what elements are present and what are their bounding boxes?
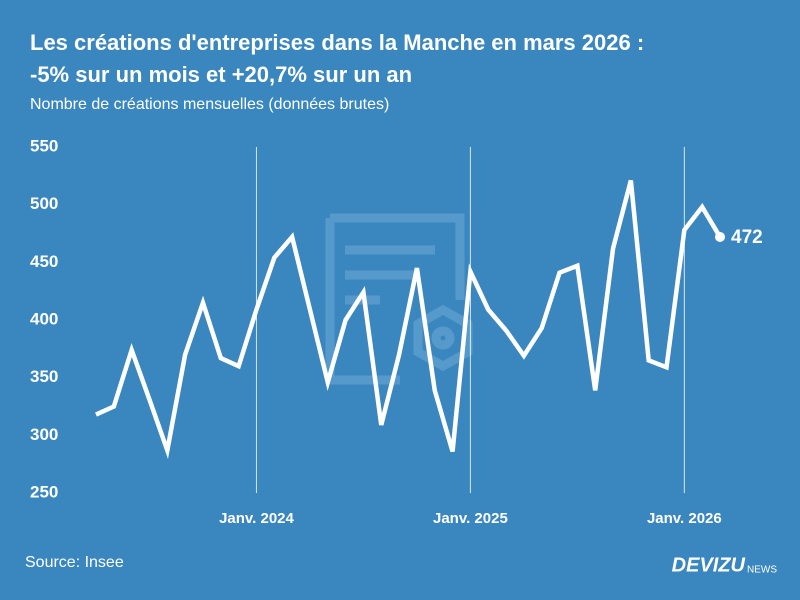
x-tick-label: Janv. 2025 [433,510,508,527]
chart-title: Les créations d'entreprises dans la Manc… [30,30,644,55]
y-tick-label: 450 [30,252,58,271]
source: Source: Insee [25,554,124,571]
brand-suffix: NEWS [747,565,777,576]
data-label: 472 [731,227,763,248]
x-tick-label: Janv. 2026 [647,510,722,527]
y-tick-label: 500 [30,194,58,213]
y-tick-label: 350 [30,367,58,386]
x-tick-label: Janv. 2024 [219,510,294,527]
chart-subtitle: Nombre de créations mensuelles (données … [30,96,389,113]
y-tick-label: 300 [30,425,58,444]
y-tick-label: 250 [30,482,58,501]
end-point [715,231,725,242]
brand: DEVIZU [672,554,746,576]
y-tick-label: 400 [30,309,58,328]
data-line [95,179,722,460]
chart-title-line2: -5% sur un mois et +20,7% sur un an [30,62,412,87]
y-tick-label: 550 [30,136,58,155]
